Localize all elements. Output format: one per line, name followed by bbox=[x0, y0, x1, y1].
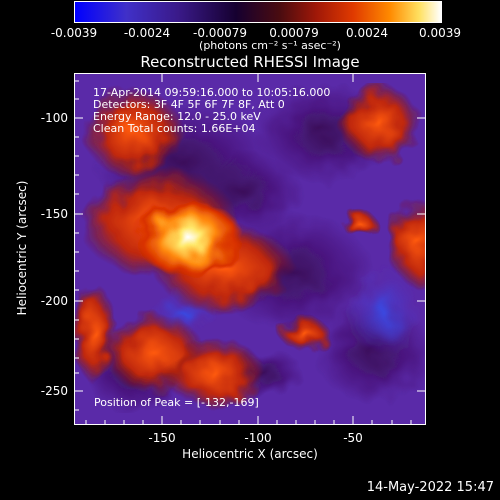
colorbar-units: (photons cm⁻² s⁻¹ asec⁻²) bbox=[199, 39, 341, 52]
x-axis-ticks bbox=[85, 73, 412, 425]
peak-position-label: Position of Peak = [-132,-169] bbox=[94, 396, 259, 409]
y-tick-label: -250 bbox=[40, 384, 68, 398]
plot-timestamp: 14-May-2022 15:47 bbox=[366, 480, 494, 495]
info-line: Energy Range: 12.0 - 25.0 keV bbox=[93, 110, 261, 123]
colorbar bbox=[74, 1, 442, 23]
colorbar-tick-label: -0.0039 bbox=[50, 26, 98, 40]
info-line: Clean Total counts: 1.66E+04 bbox=[93, 122, 256, 135]
x-tick-label: -150 bbox=[148, 431, 176, 445]
y-tick-label: -200 bbox=[40, 294, 68, 308]
colorbar-tick-label: 0.00079 bbox=[269, 26, 319, 40]
colorbar-ticks: -0.0039 -0.0024 -0.00079 0.00079 0.0024 … bbox=[0, 0, 500, 60]
x-tick-label: -50 bbox=[343, 431, 363, 445]
y-tick-label: -100 bbox=[40, 111, 68, 125]
y-tick-label: -150 bbox=[40, 207, 68, 221]
x-tick-label: -100 bbox=[244, 431, 272, 445]
image-title: Reconstructed RHESSI Image bbox=[140, 53, 360, 71]
colorbar-tick-label: 0.0039 bbox=[419, 26, 461, 40]
colorbar-tick-label: -0.00079 bbox=[193, 26, 247, 40]
colorbar-tick-label: 0.0024 bbox=[346, 26, 388, 40]
y-axis-ticks bbox=[74, 80, 426, 411]
y-axis-title: Heliocentric Y (arcsec) bbox=[15, 180, 29, 316]
x-axis-title: Heliocentric X (arcsec) bbox=[182, 447, 318, 461]
observation-info: 17-Apr-2014 09:59:16.000 to 10:05:16.000… bbox=[93, 87, 330, 135]
info-line: 17-Apr-2014 09:59:16.000 to 10:05:16.000 bbox=[93, 86, 331, 99]
colorbar-tick-label: -0.0024 bbox=[123, 26, 171, 40]
info-line: Detectors: 3F 4F 5F 6F 7F 8F, Att 0 bbox=[93, 98, 285, 111]
rhessi-image-panel bbox=[74, 73, 426, 425]
